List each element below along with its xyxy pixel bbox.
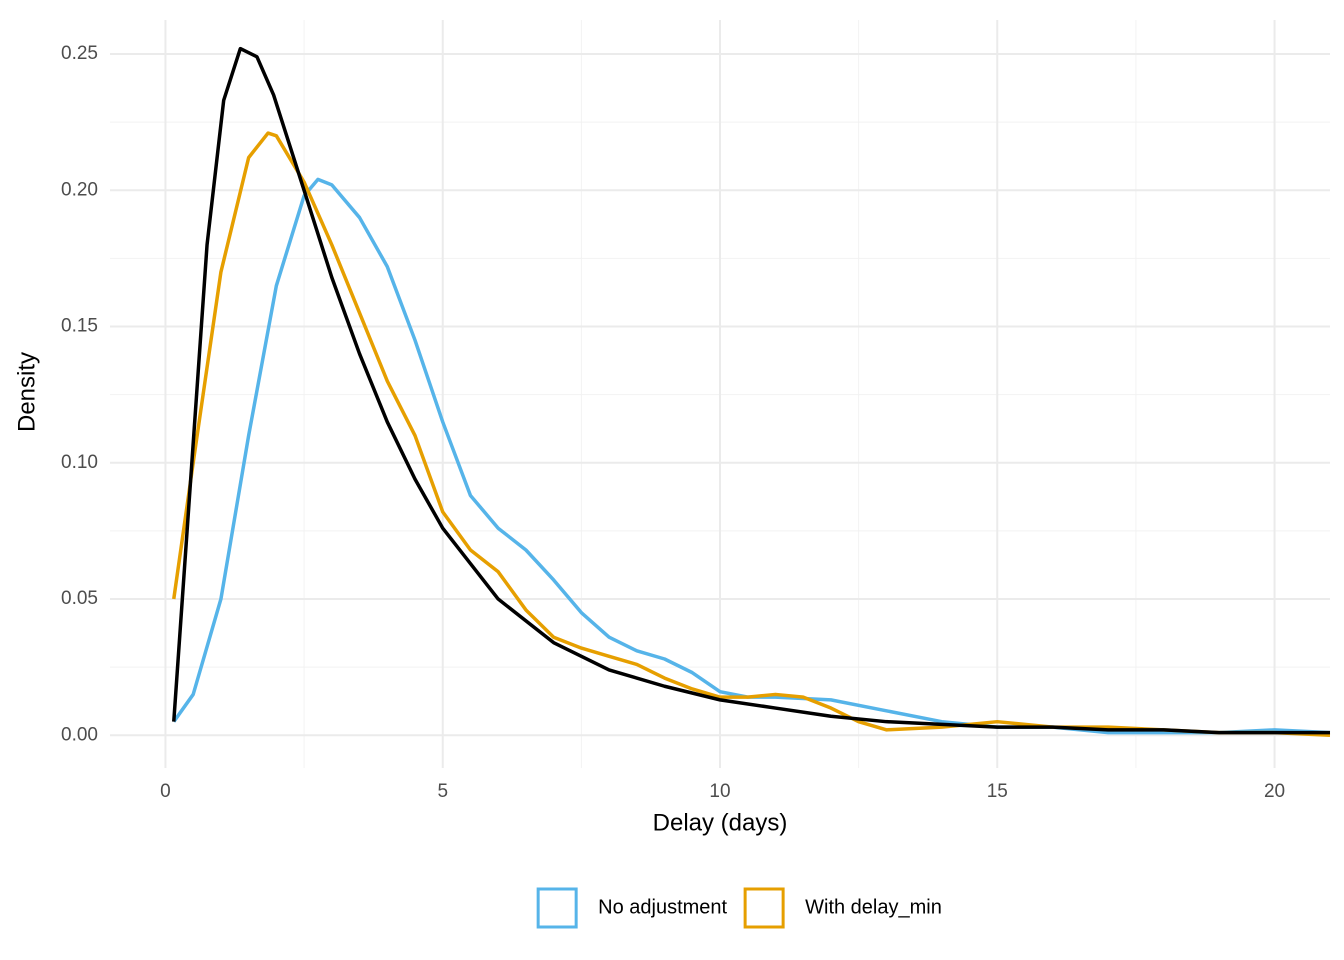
legend-label: With delay_min [805, 896, 942, 918]
series-line [172, 131, 1331, 738]
y-tick-label: 0.15 [61, 316, 98, 337]
y-tick-label: 0.25 [61, 43, 98, 64]
y-axis-title: Density [13, 352, 40, 432]
legend: No adjustment With delay_min [536, 887, 942, 929]
x-tick-label: 20 [1264, 781, 1285, 802]
y-tick-label: 0.05 [61, 588, 98, 609]
legend-item: With delay_min [743, 887, 942, 929]
legend-swatch [536, 887, 578, 929]
legend-swatch [743, 887, 785, 929]
legend-item: No adjustment [536, 887, 728, 929]
x-tick-label: 15 [987, 781, 1008, 802]
series-line [172, 46, 1330, 735]
grid [110, 20, 1330, 768]
plot-lines [172, 46, 1331, 738]
x-tick-label: 5 [437, 781, 448, 802]
series-line [172, 177, 1331, 735]
y-tick-label: 0.10 [61, 452, 98, 473]
x-tick-label: 10 [709, 781, 730, 802]
x-tick-label: 0 [160, 781, 171, 802]
x-axis-title: Delay (days) [653, 809, 788, 836]
y-tick-label: 0.00 [61, 724, 98, 745]
y-tick-label: 0.20 [61, 179, 98, 200]
legend-label: No adjustment [598, 896, 727, 918]
